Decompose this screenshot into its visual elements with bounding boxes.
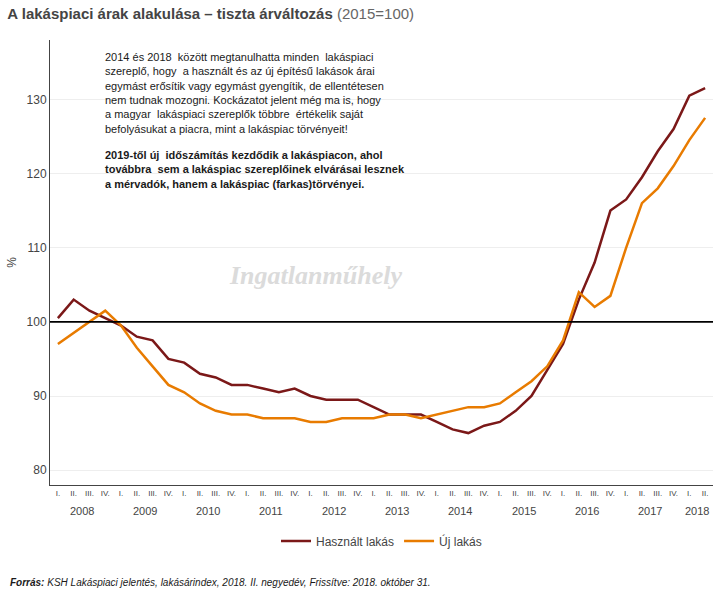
- svg-text:2013: 2013: [385, 505, 409, 517]
- svg-text:IV.: IV.: [669, 489, 678, 498]
- svg-text:III.: III.: [148, 489, 157, 498]
- svg-text:IV.: IV.: [606, 489, 615, 498]
- svg-text:II.: II.: [449, 489, 456, 498]
- svg-text:IV.: IV.: [416, 489, 425, 498]
- svg-text:II.: II.: [386, 489, 393, 498]
- svg-text:II.: II.: [575, 489, 582, 498]
- svg-text:III.: III.: [274, 489, 283, 498]
- svg-text:2009: 2009: [133, 505, 157, 517]
- svg-text:I.: I.: [182, 489, 186, 498]
- svg-text:%: %: [5, 257, 19, 268]
- svg-text:I.: I.: [56, 489, 60, 498]
- svg-text:2017: 2017: [638, 505, 662, 517]
- svg-text:III.: III.: [85, 489, 94, 498]
- svg-text:120: 120: [27, 167, 47, 181]
- svg-text:2015: 2015: [512, 505, 536, 517]
- svg-text:A lakáspiaci árak alakulása –: A lakáspiaci árak alakulása – tiszta árv…: [7, 5, 414, 22]
- svg-text:I.: I.: [119, 489, 123, 498]
- svg-text:IV.: IV.: [164, 489, 173, 498]
- svg-text:IV.: IV.: [480, 489, 489, 498]
- svg-text:III.: III.: [653, 489, 662, 498]
- svg-text:III.: III.: [211, 489, 220, 498]
- svg-text:2019-től új időszámítás kezdő: 2019-től új időszámítás kezdődik a lakás…: [105, 149, 405, 190]
- svg-text:Használt lakás: Használt lakás: [316, 535, 394, 549]
- svg-text:II.: II.: [323, 489, 330, 498]
- svg-text:III.: III.: [338, 489, 347, 498]
- svg-text:2018: 2018: [685, 505, 709, 517]
- svg-text:IV.: IV.: [543, 489, 552, 498]
- svg-text:II.: II.: [70, 489, 77, 498]
- svg-text:100: 100: [27, 315, 47, 329]
- svg-text:II.: II.: [702, 489, 709, 498]
- svg-text:I.: I.: [687, 489, 691, 498]
- svg-text:2008: 2008: [70, 505, 94, 517]
- svg-text:II.: II.: [260, 489, 267, 498]
- svg-text:III.: III.: [527, 489, 536, 498]
- svg-text:IV.: IV.: [353, 489, 362, 498]
- svg-text:I.: I.: [371, 489, 375, 498]
- svg-text:I.: I.: [624, 489, 628, 498]
- svg-text:I.: I.: [498, 489, 502, 498]
- svg-text:I.: I.: [561, 489, 565, 498]
- svg-text:130: 130: [27, 93, 47, 107]
- svg-text:2011: 2011: [259, 505, 283, 517]
- svg-text:I.: I.: [308, 489, 312, 498]
- svg-text:2014 és 2018 között megtanulh: 2014 és 2018 között megtanulhatta minden…: [105, 51, 384, 135]
- svg-text:2014: 2014: [448, 505, 472, 517]
- svg-text:II.: II.: [512, 489, 519, 498]
- svg-text:IV.: IV.: [101, 489, 110, 498]
- svg-text:III.: III.: [590, 489, 599, 498]
- svg-text:Új lakás: Új lakás: [439, 534, 482, 549]
- svg-text:2012: 2012: [322, 505, 346, 517]
- svg-text:II.: II.: [133, 489, 140, 498]
- svg-text:IV.: IV.: [290, 489, 299, 498]
- svg-text:110: 110: [27, 241, 46, 255]
- svg-text:2010: 2010: [196, 505, 220, 517]
- svg-text:I.: I.: [245, 489, 249, 498]
- svg-text:I.: I.: [435, 489, 439, 498]
- svg-text:III.: III.: [464, 489, 473, 498]
- svg-text:Forrás: KSH Lakáspiaci jelenté: Forrás: KSH Lakáspiaci jelentés, lakásár…: [10, 577, 431, 588]
- svg-text:II.: II.: [197, 489, 204, 498]
- svg-text:Ingatlanműhely: Ingatlanműhely: [229, 261, 402, 290]
- svg-text:90: 90: [33, 389, 47, 403]
- svg-text:2016: 2016: [575, 505, 599, 517]
- svg-text:80: 80: [33, 463, 47, 477]
- svg-text:II.: II.: [639, 489, 646, 498]
- svg-text:IV.: IV.: [227, 489, 236, 498]
- svg-text:III.: III.: [401, 489, 410, 498]
